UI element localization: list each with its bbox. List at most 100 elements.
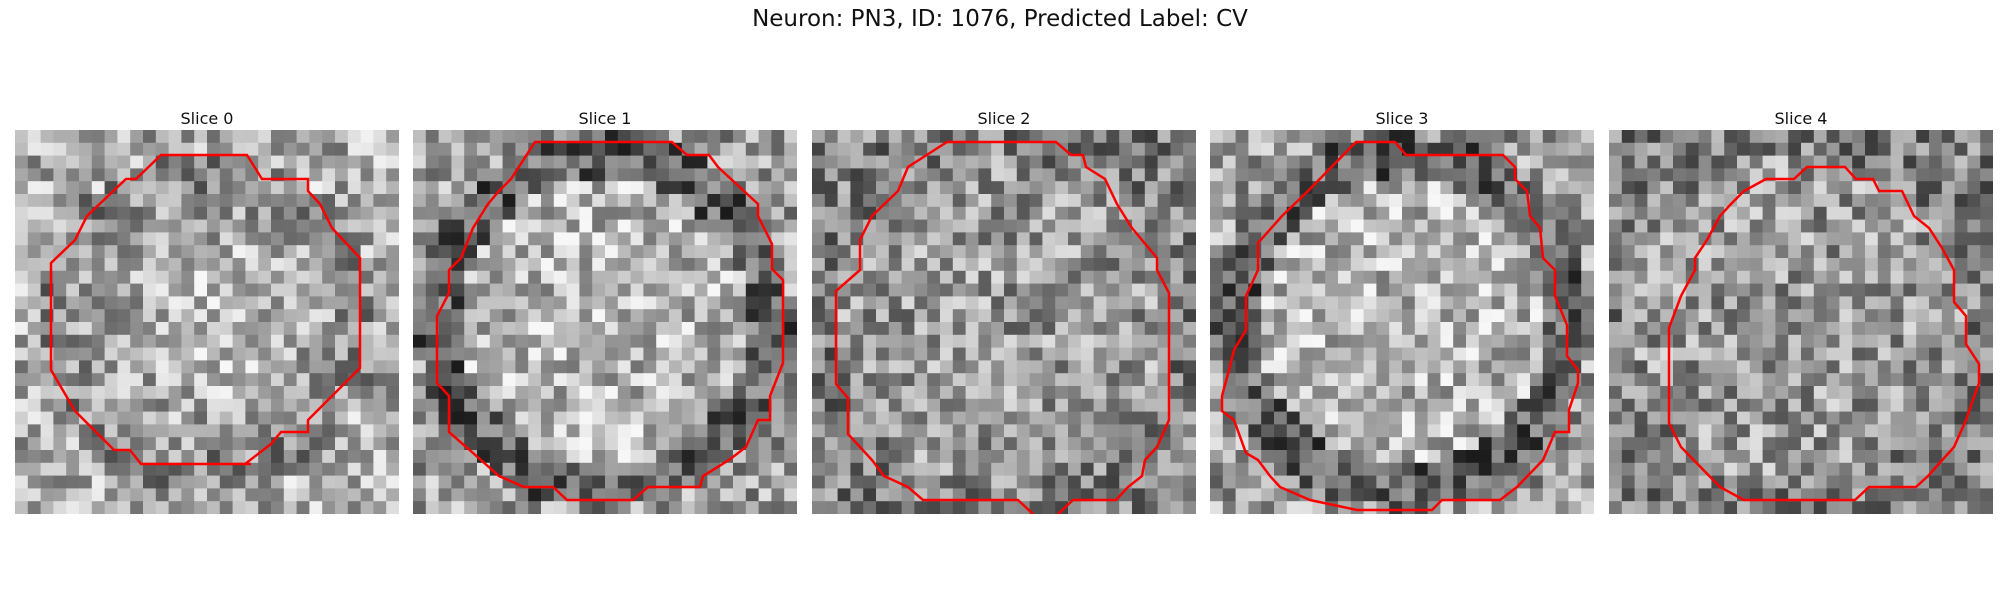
pixel-cell <box>1183 488 1196 502</box>
pixel-cell <box>40 424 54 438</box>
pixel-cell <box>1119 155 1133 169</box>
pixel-cell <box>1427 219 1441 233</box>
pixel-cell <box>579 130 593 144</box>
pixel-cell <box>386 334 399 348</box>
pixel-cell <box>219 322 233 336</box>
pixel-cell <box>1004 258 1018 272</box>
pixel-cell <box>1826 488 1840 502</box>
pixel-cell <box>1210 309 1224 323</box>
pixel-cell <box>837 334 851 348</box>
pixel-cell <box>1504 245 1518 259</box>
pixel-cell <box>1376 462 1390 476</box>
pixel-cell <box>413 232 427 246</box>
pixel-cell <box>850 258 864 272</box>
pixel-cell <box>91 296 105 310</box>
pixel-cell <box>541 258 555 272</box>
pixel-cell <box>1929 168 1943 182</box>
pixel-cell <box>1016 450 1030 464</box>
pixel-cell <box>1055 424 1069 438</box>
pixel-cell <box>66 219 80 233</box>
pixel-cell <box>283 232 297 246</box>
pixel-cell <box>1903 296 1917 310</box>
pixel-cell <box>914 347 928 361</box>
pixel-cell <box>1647 488 1661 502</box>
pixel-cell <box>978 411 992 425</box>
pixel-cell <box>1621 219 1635 233</box>
pixel-cell <box>1157 194 1171 208</box>
pixel-cell <box>863 501 877 514</box>
pixel-cell <box>219 270 233 284</box>
pixel-cell <box>1106 219 1120 233</box>
pixel-cell <box>117 475 131 489</box>
pixel-cell <box>876 168 890 182</box>
pixel-cell <box>1376 386 1390 400</box>
pixel-cell <box>155 270 169 284</box>
pixel-cell <box>15 386 29 400</box>
contour-outline <box>435 140 785 502</box>
pixel-cell <box>1414 322 1428 336</box>
pixel-cell <box>1967 296 1981 310</box>
pixel-cell <box>617 360 631 374</box>
pixel-cell <box>669 322 683 336</box>
pixel-cell <box>1581 501 1594 514</box>
pixel-cell <box>1402 283 1416 297</box>
pixel-cell <box>1813 181 1827 195</box>
pixel-cell <box>1491 475 1505 489</box>
pixel-cell <box>232 437 246 451</box>
pixel-cell <box>566 373 580 387</box>
pixel-cell <box>978 360 992 374</box>
pixel-cell <box>1685 296 1699 310</box>
pixel-cell <box>1839 437 1853 451</box>
pixel-cell <box>991 219 1005 233</box>
pixel-cell <box>1210 334 1224 348</box>
pixel-cell <box>1749 130 1763 144</box>
pixel-cell <box>1762 258 1776 272</box>
pixel-cell <box>605 475 619 489</box>
pixel-cell <box>1826 462 1840 476</box>
pixel-cell <box>245 360 259 374</box>
pixel-cell <box>1542 181 1556 195</box>
pixel-cell <box>66 206 80 220</box>
pixel-cell <box>117 424 131 438</box>
pixel-cell <box>194 398 208 412</box>
pixel-cell <box>617 411 631 425</box>
pixel-cell <box>876 219 890 233</box>
pixel-cell <box>1634 309 1648 323</box>
pixel-cell <box>1299 334 1313 348</box>
pixel-cell <box>1801 334 1815 348</box>
pixel-cell <box>863 206 877 220</box>
pixel-cell <box>1093 462 1107 476</box>
pixel-cell <box>914 283 928 297</box>
pixel-cell <box>451 309 465 323</box>
pixel-cell <box>386 142 399 156</box>
pixel-cell <box>888 437 902 451</box>
pixel-cell <box>579 181 593 195</box>
pixel-cell <box>566 309 580 323</box>
pixel-cell <box>771 334 785 348</box>
pixel-cell <box>27 501 41 514</box>
pixel-cell <box>1954 475 1968 489</box>
pixel-cell <box>207 411 221 425</box>
pixel-cell <box>1762 475 1776 489</box>
pixel-cell <box>1068 232 1082 246</box>
pixel-cell <box>1414 398 1428 412</box>
pixel-cell <box>784 322 797 336</box>
pixel-cell <box>15 206 29 220</box>
pixel-cell <box>876 386 890 400</box>
pixel-cell <box>1621 424 1635 438</box>
pixel-cell <box>1568 168 1582 182</box>
pixel-cell <box>1427 155 1441 169</box>
pixel-cell <box>733 462 747 476</box>
pixel-cell <box>1478 450 1492 464</box>
pixel-cell <box>592 475 606 489</box>
pixel-cell <box>117 219 131 233</box>
pixel-cell <box>1350 296 1364 310</box>
pixel-cell <box>1286 168 1300 182</box>
pixel-cell <box>489 360 503 374</box>
pixel-cell <box>1542 322 1556 336</box>
pixel-cell <box>1813 475 1827 489</box>
pixel-cell <box>927 475 941 489</box>
pixel-cell <box>181 181 195 195</box>
pixel-cell <box>425 437 439 451</box>
slice-panel-1: Slice 1 <box>413 108 797 514</box>
